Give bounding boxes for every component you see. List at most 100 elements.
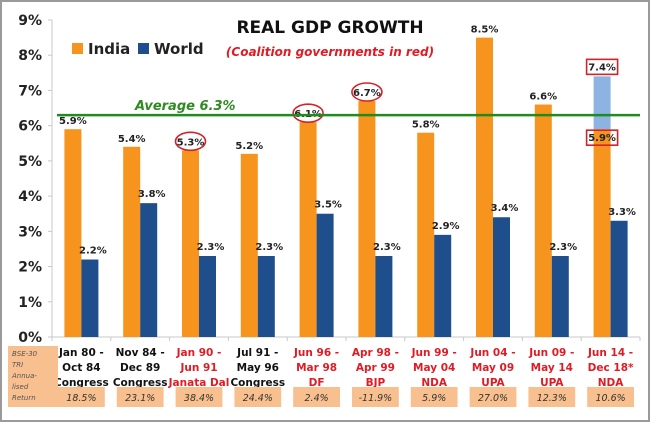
return-row-label: Annua- [11,372,37,380]
category-label: Congress [113,377,168,389]
bar-world [81,259,99,337]
return-box [293,387,340,407]
data-label-india: 5.2% [235,141,263,152]
data-label-world: 2.9% [432,221,460,232]
category-label: DF [309,377,325,389]
category-label: Jan 80 - [58,347,104,359]
bar-world [316,213,334,337]
y-tick-label: 5% [18,154,42,170]
return-value: 10.6% [596,393,626,404]
category-label: May 04 [413,362,455,374]
category-label: Jun 96 - [293,347,339,359]
return-box [352,387,399,407]
return-box [469,387,517,407]
return-box [410,387,458,407]
data-label-world: 3.3% [608,207,636,218]
highlight-circle [292,103,324,123]
y-tick-label: 1% [18,295,42,311]
return-value: 5.9% [422,393,446,404]
data-label-world: 3.8% [138,189,166,200]
category-label: Jun 14 - [587,347,633,359]
bar-india [240,153,258,337]
return-value: -11.9% [359,393,393,404]
category-label: May 96 [237,362,279,374]
category-label: Nov 84 - [116,347,165,359]
chart-subtitle: (Coalition governments in red) [226,45,434,59]
data-label-world: 3.4% [491,203,519,214]
highlight-circle [174,131,207,152]
data-label-india: 5.8% [412,120,440,131]
return-box [58,387,105,407]
data-label-world: 2.2% [79,246,107,257]
highlight-box [585,129,619,146]
bar-world [434,234,452,337]
return-value: 24.4% [243,393,273,404]
category-label: Jul 91 - [236,347,278,359]
category-label: NDA [421,377,448,389]
y-tick-label: 2% [18,260,42,276]
category-label: NDA [598,377,625,389]
return-row-label: TRI [12,361,23,369]
category-label: Oct 84 [62,362,100,374]
bar-world [257,255,275,337]
return-value: 18.5% [66,393,96,404]
category-label: Jan 90 - [176,347,222,359]
chart-title: REAL GDP GROWTH [236,18,423,38]
category-label: Dec 18* [588,362,634,374]
category-label: Jun 04 - [469,347,515,359]
data-label-world: 2.3% [373,242,401,253]
data-label-world: 2.3% [255,242,283,253]
return-value: 27.0% [478,393,508,404]
category-label: May 09 [472,362,514,374]
y-tick-label: 3% [18,224,42,240]
bar-india [593,129,611,337]
return-box [528,387,576,407]
category-label: Mar 98 [296,362,337,374]
return-box [234,387,282,407]
legend-swatch-india [72,43,83,54]
category-label: Jun 99 - [411,347,457,359]
return-row-label: Return [12,394,36,402]
category-label: Jun 91 [179,362,217,374]
data-label-india: 5.3% [177,137,205,148]
return-row-label: BSE-30 [12,350,38,358]
y-tick-label: 7% [18,83,42,99]
return-box [116,387,164,407]
highlight-box-extra [585,58,619,76]
bar-india [123,146,141,337]
category-label: Congress [230,377,285,389]
category-label: UPA [481,377,505,389]
return-value: 2.4% [305,393,329,404]
data-label-india: 5.9% [59,116,87,127]
legend: India World [72,40,204,58]
legend-label-world: World [154,40,204,58]
category-label: Jun 09 - [528,347,574,359]
legend-swatch-world [138,43,149,54]
bar-india-extra [593,76,611,130]
data-label-india: 6.7% [353,88,381,99]
bar-world [199,255,216,337]
data-label-india: 6.6% [529,92,557,103]
return-row-label-box [8,346,58,407]
data-label-world: 2.3% [197,242,225,253]
category-label: Congress [54,377,109,389]
return-value: 12.3% [537,393,567,404]
category-label: Apr 99 [356,362,395,374]
bar-india [476,37,493,337]
category-label: Janata Dal [168,377,230,389]
return-box [175,387,223,407]
category-label: May 14 [531,362,573,374]
category-label: Dec 89 [120,362,160,374]
legend-label-india: India [88,40,130,58]
bar-world [493,217,510,337]
bar-world [375,255,393,337]
category-label: Apr 98 - [352,347,399,359]
y-tick-label: 4% [18,189,42,205]
data-label-india: 5.9% [588,133,616,144]
bar-world [610,220,628,337]
highlight-circle [351,82,383,102]
data-label-world: 3.5% [314,200,342,211]
return-box [587,387,634,407]
category-label: UPA [540,377,564,389]
